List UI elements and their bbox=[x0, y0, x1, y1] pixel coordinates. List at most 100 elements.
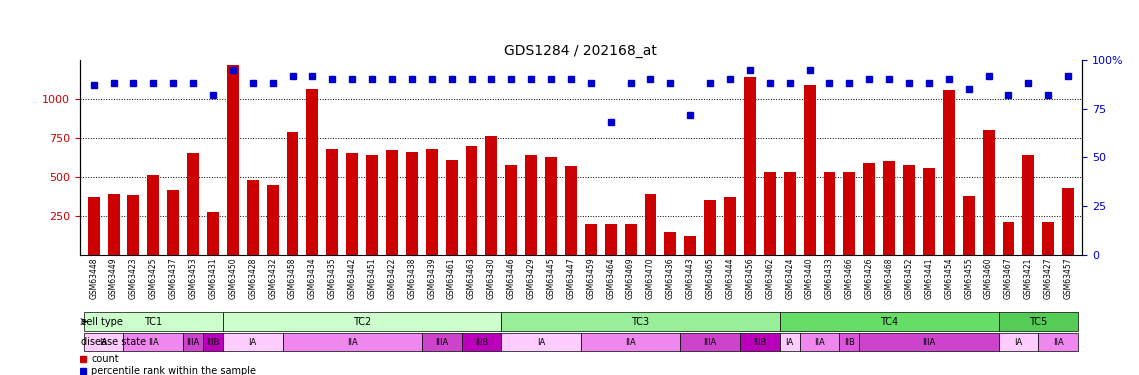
Text: GSM63448: GSM63448 bbox=[89, 258, 98, 299]
Bar bbox=[584, 224, 597, 255]
Text: IA: IA bbox=[248, 338, 257, 346]
Bar bbox=[445, 160, 458, 255]
Bar bbox=[664, 232, 677, 255]
Text: GSM63449: GSM63449 bbox=[109, 258, 118, 299]
Text: GSM63432: GSM63432 bbox=[268, 258, 277, 299]
Bar bbox=[823, 172, 835, 255]
Text: GSM63435: GSM63435 bbox=[328, 258, 337, 299]
Text: GSM63466: GSM63466 bbox=[845, 258, 854, 299]
Bar bbox=[1023, 155, 1034, 255]
Text: GSM63455: GSM63455 bbox=[965, 258, 973, 299]
Text: GSM63451: GSM63451 bbox=[368, 258, 377, 299]
Text: GSM63440: GSM63440 bbox=[805, 258, 814, 299]
Text: GSM63452: GSM63452 bbox=[904, 258, 913, 299]
Bar bbox=[346, 153, 358, 255]
Bar bbox=[962, 196, 975, 255]
Bar bbox=[306, 89, 319, 255]
Text: GSM63457: GSM63457 bbox=[1064, 258, 1073, 299]
Bar bbox=[167, 190, 179, 255]
FancyBboxPatch shape bbox=[999, 312, 1079, 331]
FancyBboxPatch shape bbox=[581, 333, 680, 351]
Bar bbox=[128, 195, 139, 255]
FancyBboxPatch shape bbox=[859, 333, 999, 351]
Bar bbox=[546, 157, 557, 255]
FancyBboxPatch shape bbox=[501, 333, 581, 351]
Bar bbox=[685, 236, 696, 255]
FancyBboxPatch shape bbox=[203, 333, 223, 351]
Text: GSM63434: GSM63434 bbox=[308, 258, 317, 299]
FancyBboxPatch shape bbox=[83, 333, 123, 351]
Text: IA: IA bbox=[1015, 338, 1023, 346]
FancyBboxPatch shape bbox=[501, 312, 780, 331]
Text: GSM63441: GSM63441 bbox=[925, 258, 934, 299]
Text: IA: IA bbox=[536, 338, 546, 346]
Text: GSM63424: GSM63424 bbox=[785, 258, 794, 299]
Text: GSM63465: GSM63465 bbox=[706, 258, 714, 299]
Bar bbox=[88, 197, 99, 255]
Text: GSM63454: GSM63454 bbox=[944, 258, 953, 299]
FancyBboxPatch shape bbox=[780, 312, 999, 331]
Text: GSM63461: GSM63461 bbox=[448, 258, 456, 299]
Bar bbox=[764, 172, 776, 255]
Bar bbox=[426, 149, 437, 255]
Bar bbox=[147, 176, 159, 255]
Text: IIA: IIA bbox=[346, 338, 358, 346]
Text: TC2: TC2 bbox=[353, 316, 371, 327]
Title: GDS1284 / 202168_at: GDS1284 / 202168_at bbox=[505, 44, 657, 58]
Text: GSM63450: GSM63450 bbox=[228, 258, 237, 299]
Text: IIIB: IIIB bbox=[206, 338, 220, 346]
FancyBboxPatch shape bbox=[999, 333, 1039, 351]
Bar bbox=[883, 161, 895, 255]
Text: GSM63460: GSM63460 bbox=[984, 258, 993, 299]
Bar bbox=[525, 155, 538, 255]
FancyBboxPatch shape bbox=[680, 333, 740, 351]
Text: GSM63422: GSM63422 bbox=[387, 258, 396, 299]
FancyBboxPatch shape bbox=[839, 333, 859, 351]
Text: IIIA: IIIA bbox=[187, 338, 199, 346]
Text: IIA: IIA bbox=[1052, 338, 1064, 346]
Bar bbox=[287, 132, 298, 255]
FancyBboxPatch shape bbox=[282, 333, 421, 351]
FancyBboxPatch shape bbox=[223, 312, 501, 331]
Text: GSM63429: GSM63429 bbox=[526, 258, 535, 299]
Text: GSM63428: GSM63428 bbox=[248, 258, 257, 299]
Text: GSM63463: GSM63463 bbox=[467, 258, 476, 299]
FancyBboxPatch shape bbox=[123, 333, 183, 351]
Bar bbox=[267, 185, 279, 255]
Text: IA: IA bbox=[786, 338, 794, 346]
Text: count: count bbox=[91, 354, 118, 364]
Bar bbox=[605, 224, 616, 255]
Text: GSM63444: GSM63444 bbox=[726, 258, 735, 299]
Text: GSM63431: GSM63431 bbox=[208, 258, 218, 299]
Text: GSM63427: GSM63427 bbox=[1043, 258, 1052, 299]
Text: GSM63439: GSM63439 bbox=[427, 258, 436, 299]
Bar bbox=[804, 85, 816, 255]
Text: IIB: IIB bbox=[844, 338, 854, 346]
Text: GSM63462: GSM63462 bbox=[765, 258, 775, 299]
Bar bbox=[704, 200, 716, 255]
Text: GSM63467: GSM63467 bbox=[1003, 258, 1013, 299]
Text: IIIB: IIIB bbox=[475, 338, 489, 346]
Text: IIIA: IIIA bbox=[435, 338, 449, 346]
Text: TC4: TC4 bbox=[880, 316, 899, 327]
Bar bbox=[943, 90, 954, 255]
Bar bbox=[227, 64, 239, 255]
Text: GSM63458: GSM63458 bbox=[288, 258, 297, 299]
FancyBboxPatch shape bbox=[740, 333, 780, 351]
Bar bbox=[1063, 188, 1074, 255]
FancyBboxPatch shape bbox=[800, 333, 839, 351]
Bar bbox=[903, 165, 915, 255]
Bar bbox=[405, 152, 418, 255]
Bar bbox=[923, 168, 935, 255]
Text: percentile rank within the sample: percentile rank within the sample bbox=[91, 366, 256, 375]
Text: GSM63426: GSM63426 bbox=[865, 258, 874, 299]
Bar bbox=[207, 212, 219, 255]
Bar bbox=[983, 130, 994, 255]
Text: IIIB: IIIB bbox=[753, 338, 767, 346]
Text: GSM63456: GSM63456 bbox=[745, 258, 754, 299]
FancyBboxPatch shape bbox=[223, 333, 282, 351]
Bar bbox=[744, 77, 756, 255]
Text: GSM63468: GSM63468 bbox=[885, 258, 894, 299]
Bar bbox=[724, 197, 736, 255]
FancyBboxPatch shape bbox=[421, 333, 461, 351]
